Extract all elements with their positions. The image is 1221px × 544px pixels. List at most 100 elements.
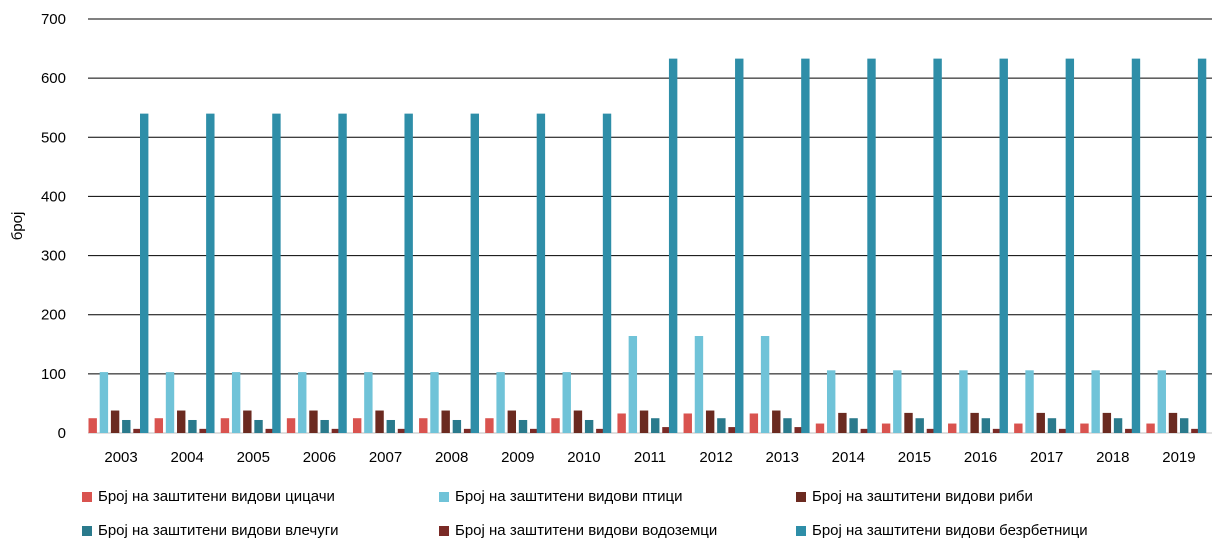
bar-2017-series-4 — [1047, 418, 1057, 433]
bar-2003-series-1 — [88, 418, 97, 433]
bar-2003-series-2 — [99, 372, 109, 433]
legend-label: Број на заштитени видови безрбетници — [812, 522, 1088, 539]
bar-2006-series-4 — [320, 419, 329, 433]
bar-2013-series-3 — [772, 410, 781, 433]
bar-2012-series-5 — [728, 427, 737, 433]
bar-2012-series-6 — [735, 58, 744, 434]
bar-2014-series-6 — [867, 58, 876, 434]
bar-2010-series-1 — [551, 418, 560, 433]
x-tick-label: 2017 — [1030, 449, 1063, 466]
bar-2018-series-4 — [1113, 418, 1123, 433]
legend-label: Број на заштитени видови влечуги — [98, 522, 339, 539]
bar-2009-series-5 — [530, 428, 539, 433]
y-tick-label: 500 — [41, 129, 66, 146]
bar-2015-series-3 — [904, 412, 913, 433]
legend-swatch — [439, 525, 449, 536]
bar-2017-series-2 — [1025, 370, 1034, 433]
bar-2018-series-6 — [1131, 58, 1141, 434]
bar-2005-series-6 — [272, 113, 281, 433]
bar-2008-series-6 — [470, 113, 479, 433]
bar-2019-series-2 — [1157, 370, 1166, 433]
bar-2011-series-1 — [617, 413, 626, 433]
bar-2017-series-6 — [1065, 58, 1075, 434]
bar-2003-series-4 — [122, 419, 131, 433]
bar-2007-series-5 — [397, 428, 407, 433]
bar-2017-series-3 — [1036, 412, 1045, 433]
bar-2013-series-4 — [783, 418, 792, 433]
legend-swatch — [82, 525, 92, 536]
bar-2004-series-3 — [177, 410, 186, 433]
x-tick-label: 2003 — [104, 449, 137, 466]
legend-item: Број на заштитени видови водоземци — [439, 522, 717, 539]
bar-2012-series-1 — [683, 413, 692, 433]
bar-2004-series-6 — [206, 113, 215, 433]
bar-2005-series-3 — [243, 410, 252, 433]
bar-2016-series-3 — [970, 412, 979, 433]
x-tick-label: 2006 — [303, 449, 336, 466]
x-tick-label: 2016 — [964, 449, 997, 466]
x-tick-label: 2012 — [699, 449, 732, 466]
bar-2003-series-6 — [140, 113, 149, 433]
bar-2018-series-3 — [1102, 412, 1112, 433]
legend-item: Број на заштитени видови влечуги — [82, 522, 339, 539]
bar-2019-series-6 — [1197, 58, 1207, 434]
bar-2016-series-2 — [959, 370, 968, 433]
bar-2009-series-3 — [507, 410, 517, 433]
x-tick-label: 2010 — [567, 449, 600, 466]
bar-2010-series-6 — [602, 113, 612, 433]
bar-2004-series-5 — [199, 428, 208, 433]
bar-2018-series-5 — [1125, 428, 1134, 433]
bar-2019-series-1 — [1146, 423, 1155, 433]
bar-2009-series-4 — [518, 419, 528, 433]
bar-2006-series-5 — [331, 428, 341, 433]
bar-2010-series-2 — [562, 372, 571, 433]
y-tick-label: 300 — [41, 248, 66, 265]
bar-2016-series-6 — [999, 58, 1008, 434]
bar-2011-series-4 — [651, 418, 660, 433]
bar-2019-series-5 — [1191, 428, 1200, 433]
bar-2011-series-3 — [639, 410, 649, 433]
bar-2019-series-3 — [1168, 412, 1178, 433]
legend-swatch — [796, 525, 806, 536]
bar-2011-series-2 — [628, 336, 638, 433]
bar-chart: 0 100 200 300 400 500 600 700 број 2003 2004 2005 20… — [9, 11, 1212, 466]
legend-swatch — [796, 491, 806, 502]
bar-2015-series-5 — [926, 428, 936, 433]
legend-swatch — [82, 491, 92, 502]
bar-2018-series-2 — [1091, 370, 1100, 433]
bar-2007-series-3 — [375, 410, 384, 433]
x-tick-label: 2018 — [1096, 449, 1129, 466]
bar-2008-series-1 — [419, 418, 428, 433]
bar-2008-series-2 — [430, 372, 439, 433]
bar-2014-series-5 — [860, 428, 869, 433]
legend-item: Број на заштитени видови цицачи — [82, 488, 335, 505]
y-axis-label: број — [9, 212, 26, 241]
bar-2005-series-1 — [220, 418, 230, 433]
x-tick-label: 2015 — [898, 449, 931, 466]
bar-2014-series-3 — [838, 412, 847, 433]
bar-2009-series-2 — [496, 372, 505, 433]
bar-2016-series-4 — [981, 418, 991, 433]
bar-2015-series-4 — [915, 418, 924, 433]
y-tick-label: 100 — [41, 366, 66, 383]
y-tick-label: 400 — [41, 188, 66, 205]
bar-2019-series-4 — [1179, 418, 1189, 433]
bar-2008-series-5 — [463, 428, 473, 433]
bar-2005-series-4 — [254, 419, 263, 433]
bar-2004-series-1 — [154, 418, 164, 433]
bar-2013-series-5 — [794, 427, 803, 433]
bar-2010-series-3 — [573, 410, 583, 433]
bar-2013-series-6 — [801, 58, 810, 434]
x-tick-label: 2011 — [634, 449, 666, 466]
bar-2003-series-5 — [133, 428, 142, 433]
x-tick-label: 2019 — [1162, 449, 1195, 466]
legend-item: Број на заштитени видови птици — [439, 488, 683, 505]
bar-2007-series-1 — [352, 418, 362, 433]
bar-2015-series-1 — [881, 423, 891, 433]
bar-2017-series-5 — [1058, 428, 1068, 433]
bar-2008-series-3 — [441, 410, 450, 433]
bar-2007-series-6 — [404, 113, 413, 433]
bar-2011-series-5 — [662, 427, 671, 433]
bar-2006-series-3 — [309, 410, 318, 433]
legend: Број на заштитени видови цицачи Број на з… — [0, 478, 1221, 544]
